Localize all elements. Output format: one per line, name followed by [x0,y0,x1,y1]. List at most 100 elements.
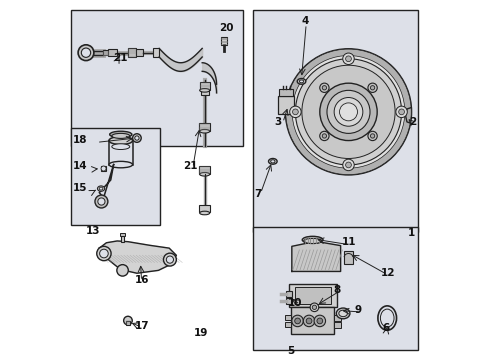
Circle shape [303,315,314,327]
Circle shape [342,159,353,171]
Circle shape [326,90,369,134]
Circle shape [319,131,328,141]
Circle shape [309,303,318,312]
Bar [333,315,340,321]
Circle shape [367,83,376,93]
Bar [289,284,336,307]
Ellipse shape [199,130,209,133]
Circle shape [305,318,311,324]
Bar [128,48,136,57]
Ellipse shape [302,236,323,243]
Circle shape [166,256,173,263]
Circle shape [295,59,401,165]
Bar [333,322,340,328]
Bar [108,49,117,56]
Circle shape [117,265,128,276]
Wedge shape [285,49,410,175]
Text: 18: 18 [73,135,87,145]
Circle shape [322,134,326,138]
Circle shape [291,315,303,327]
Circle shape [132,134,141,142]
Circle shape [342,53,353,64]
Circle shape [294,318,300,324]
Ellipse shape [112,144,129,149]
Circle shape [95,195,108,208]
Bar [279,89,292,96]
Circle shape [313,315,325,327]
Bar [199,123,210,131]
Text: 15: 15 [73,183,87,193]
Circle shape [78,45,94,60]
Bar [70,128,160,225]
Ellipse shape [270,160,274,163]
Bar [285,298,292,304]
Bar [199,166,210,174]
Bar [102,50,108,55]
Bar [344,251,352,264]
Ellipse shape [112,134,129,138]
Circle shape [370,86,374,90]
Circle shape [292,109,298,115]
Bar [136,49,143,56]
Text: 1: 1 [407,228,414,238]
Bar [199,82,209,90]
Circle shape [398,109,404,115]
Ellipse shape [109,136,132,144]
Circle shape [370,134,374,138]
Circle shape [333,98,362,126]
Bar [221,37,227,45]
Bar [199,205,210,212]
Bar [253,226,418,350]
Text: 9: 9 [354,305,361,315]
Bar [253,10,418,232]
Text: 20: 20 [219,23,233,33]
Ellipse shape [268,158,277,164]
Bar [290,307,333,334]
Text: 12: 12 [380,268,394,278]
Text: 19: 19 [193,328,207,338]
Circle shape [345,56,351,62]
Circle shape [345,162,351,168]
Bar [277,96,294,114]
Circle shape [97,246,111,261]
Circle shape [319,83,328,93]
Text: 13: 13 [86,226,101,236]
Circle shape [285,49,410,175]
Bar [285,291,292,297]
Circle shape [322,86,326,90]
Ellipse shape [199,211,209,215]
Ellipse shape [99,187,102,190]
Ellipse shape [336,308,349,319]
Bar [101,166,106,171]
Ellipse shape [380,309,393,327]
Circle shape [123,316,132,325]
Ellipse shape [303,238,321,243]
Text: 10: 10 [287,298,302,309]
Text: 3: 3 [273,117,281,127]
Text: 16: 16 [135,275,149,285]
Ellipse shape [297,78,305,84]
Text: 6: 6 [382,323,389,333]
Text: 17: 17 [135,321,149,331]
Bar [121,235,124,242]
Ellipse shape [97,186,104,191]
Ellipse shape [338,310,346,317]
Ellipse shape [199,172,209,176]
Circle shape [395,106,407,118]
Circle shape [289,106,301,118]
Bar [120,233,124,236]
Circle shape [290,54,405,169]
Circle shape [135,136,139,140]
Circle shape [339,103,357,121]
Text: 4: 4 [301,16,308,26]
Ellipse shape [109,161,132,168]
Bar [201,89,208,95]
Circle shape [301,65,394,158]
Circle shape [98,198,105,205]
Bar [126,320,129,325]
Ellipse shape [109,131,132,138]
Bar [70,10,242,146]
Bar [153,48,159,57]
Circle shape [312,305,316,310]
Ellipse shape [199,89,209,92]
